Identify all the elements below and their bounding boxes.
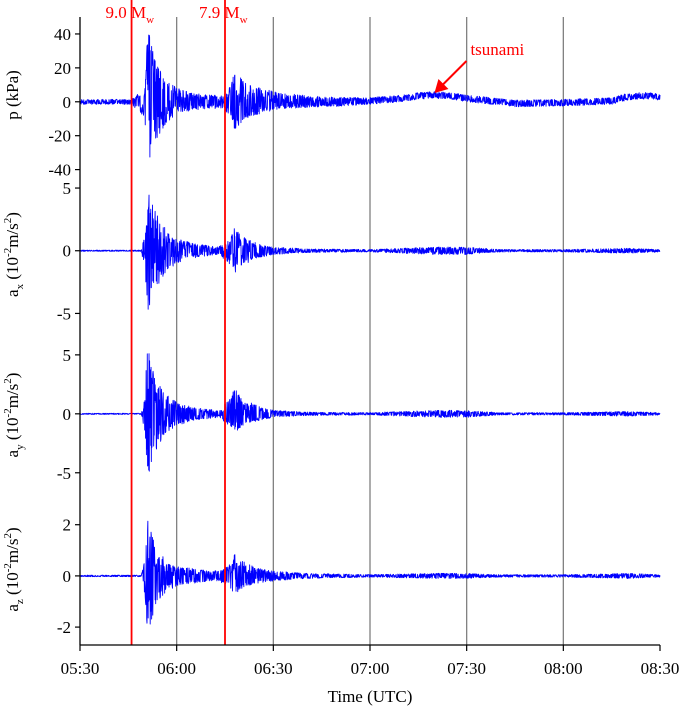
x-axis-title: Time (UTC) [328, 687, 413, 706]
ytick-label-ax-1: 0 [63, 242, 72, 261]
ylabel-rest: (10 [3, 417, 22, 444]
event-label-2: 7.9 Mw [199, 3, 248, 26]
ylabel-main: a [3, 604, 22, 612]
ytick-label-p-2: 0 [63, 93, 72, 112]
ylabel-rest: (10 [3, 257, 22, 284]
xtick-label-2: 06:30 [254, 659, 293, 678]
ytick-label-az-1: 0 [63, 567, 72, 586]
xtick-label-4: 07:30 [447, 659, 486, 678]
ytick-label-ay-1: 0 [63, 405, 72, 424]
event-label-main: 7.9 M [199, 3, 240, 22]
ylabel-exp1: -2 [2, 563, 14, 572]
ytick-label-ay-0: 5 [63, 346, 72, 365]
tsunami-arrow-shaft [441, 60, 468, 86]
ytick-label-ax-2: -5 [57, 304, 71, 323]
ylabel-ax: ax (10-2m/s2) [2, 212, 26, 297]
ylabel-unit: m/s [3, 223, 22, 248]
xtick-label-1: 06:00 [157, 659, 196, 678]
event-label-sub: w [240, 14, 248, 26]
ytick-label-az-2: -2 [57, 618, 71, 637]
ylabel-close: ) [3, 373, 22, 379]
xtick-label-3: 07:00 [351, 659, 390, 678]
ylabel-az: az (10-2m/s2) [2, 527, 26, 611]
xtick-label-6: 08:30 [641, 659, 680, 678]
ytick-label-p-0: 40 [54, 25, 71, 44]
event-label-1: 9.0 Mw [106, 3, 155, 26]
ylabel-p: p (kPa) [3, 70, 22, 120]
ylabel-sub: x [14, 283, 26, 289]
ylabel-exp2: 2 [2, 533, 14, 539]
time-gridlines [176, 17, 564, 645]
earthquake-markers: 9.0 Mw 7.9 Mw [106, 0, 248, 645]
ylabel-rest: (10 [3, 572, 22, 599]
ytick-label-az-0: 2 [63, 516, 72, 535]
ylabel-main: a [3, 289, 22, 297]
trace-ax [79, 194, 661, 310]
ytick-label-ax-0: 5 [63, 179, 72, 198]
ylabel-ay: ay (10-2m/s2) [2, 373, 26, 458]
ylabel-unit: m/s [3, 384, 22, 409]
ylabel-sub: y [14, 444, 26, 450]
tsunami-arrow-head [434, 79, 449, 93]
axes [75, 17, 661, 651]
trace-ay [79, 353, 661, 472]
ylabel-close: ) [3, 527, 22, 533]
ylabel-exp1: -2 [2, 248, 14, 257]
ytick-label-p-1: 20 [54, 59, 71, 78]
ylabel-main: a [3, 449, 22, 457]
ylabel-exp1: -2 [2, 408, 14, 417]
trace-az [79, 520, 661, 625]
signal-traces [79, 34, 661, 625]
ytick-label-ay-2: -5 [57, 464, 71, 483]
event-label-sub: w [146, 14, 154, 26]
ytick-label-p-3: -20 [48, 127, 71, 146]
trace-p [79, 34, 661, 158]
xtick-label-0: 05:30 [61, 659, 100, 678]
ylabel-exp2: 2 [2, 378, 14, 384]
ylabel-sub: z [14, 599, 26, 604]
event-label-main: 9.0 M [106, 3, 147, 22]
tsunami-label: tsunami [470, 40, 524, 59]
ylabel-close: ) [3, 212, 22, 218]
xtick-label-5: 08:00 [544, 659, 583, 678]
ytick-label-p-4: -40 [48, 161, 71, 180]
ylabel-unit: m/s [3, 539, 22, 564]
ylabel-exp2: 2 [2, 218, 14, 224]
